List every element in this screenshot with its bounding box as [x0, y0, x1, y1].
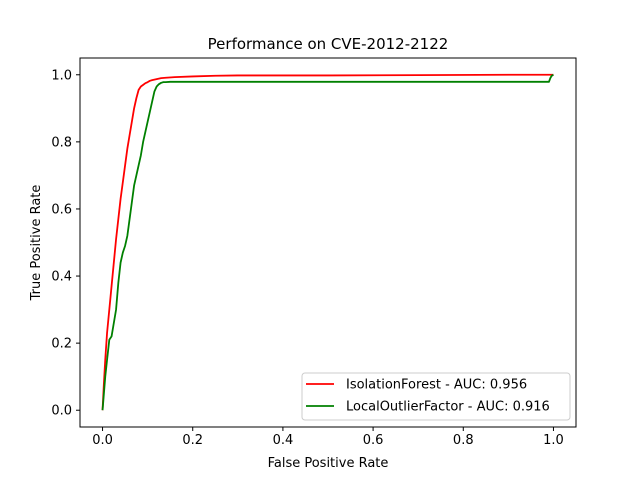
legend-label-2: LocalOutlierFactor - AUC: 0.916: [346, 400, 550, 415]
y-axis-ticks: 0.0 0.2 0.4 0.6 0.8 1.0: [51, 68, 80, 419]
chart-title: Performance on CVE-2012-2122: [208, 35, 449, 53]
x-tick-label: 0.6: [363, 433, 384, 448]
x-axis-label: False Positive Rate: [268, 456, 389, 471]
x-tick-label: 1.0: [543, 433, 564, 448]
y-tick-label: 0.6: [51, 202, 72, 217]
legend: IsolationForest - AUC: 0.956 LocalOutlier…: [301, 372, 571, 421]
x-tick-label: 0.0: [92, 433, 113, 448]
series-line-2: [101, 73, 554, 411]
legend-box: [301, 372, 571, 421]
series-layer: [101, 73, 554, 411]
x-axis-ticks: 0.0 0.2 0.4 0.6 0.8 1.0: [92, 427, 564, 448]
y-tick-label: 0.2: [51, 337, 72, 352]
y-tick-label: 0.8: [51, 135, 72, 150]
x-tick-label: 0.4: [273, 433, 294, 448]
x-tick-label: 0.8: [453, 433, 474, 448]
y-tick-label: 0.0: [51, 404, 72, 419]
series-line-1: [101, 73, 554, 411]
y-axis-label: True Positive Rate: [29, 185, 44, 302]
plot-frame: [79, 57, 577, 428]
legend-label-1: IsolationForest - AUC: 0.956: [346, 378, 527, 393]
y-tick-label: 0.4: [51, 270, 72, 285]
x-tick-label: 0.2: [182, 433, 203, 448]
y-tick-label: 1.0: [51, 68, 72, 83]
